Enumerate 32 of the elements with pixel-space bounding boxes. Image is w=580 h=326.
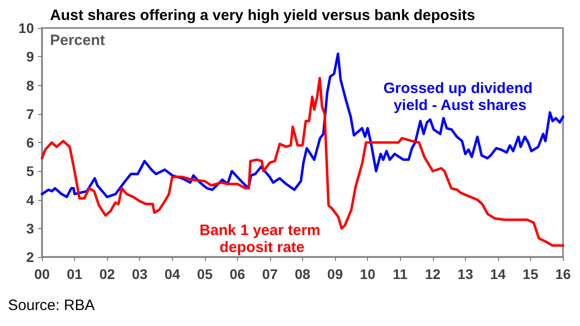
- x-tick-label: 10: [360, 266, 376, 282]
- chart-title: Aust shares offering a very high yield versus bank deposits: [50, 7, 476, 24]
- y-tick-label: 7: [26, 106, 34, 122]
- x-tick-label: 15: [522, 266, 538, 282]
- x-tick-label: 11: [392, 266, 408, 282]
- y-tick-label: 5: [26, 163, 34, 180]
- x-tick-label: 09: [327, 266, 344, 282]
- series-label: Grossed up dividend yield - Aust shares: [383, 80, 537, 114]
- x-tick-label: 02: [99, 266, 116, 282]
- source-note: Source: RBA: [8, 297, 95, 314]
- y-tick-label: 6: [26, 134, 34, 150]
- y-tick-label: 10: [18, 20, 34, 36]
- y-tick-label: 8: [26, 77, 34, 94]
- y-tick-label: 2: [26, 249, 34, 265]
- line-series: [40, 52, 564, 198]
- x-tick-label: 12: [424, 266, 441, 282]
- x-tick-label: 06: [230, 266, 246, 282]
- x-tick-label: 07: [262, 266, 278, 282]
- x-tick-label: 03: [132, 266, 148, 282]
- y-tick-label: 4: [26, 192, 34, 208]
- x-tick-label: 00: [34, 266, 50, 282]
- y-tick-label: 3: [26, 220, 34, 236]
- x-tick-label: 04: [164, 266, 180, 282]
- x-tick-label: 16: [555, 266, 571, 282]
- x-tick-label: 14: [490, 266, 506, 282]
- y-axis-title: Percent: [50, 32, 106, 49]
- y-tick-label: 9: [26, 48, 34, 65]
- series-label: Bank 1 year term deposit rate: [199, 222, 325, 256]
- x-tick-label: 08: [294, 266, 310, 282]
- x-tick-label: 01: [66, 266, 83, 282]
- x-tick-label: 13: [458, 266, 474, 282]
- x-tick-label: 05: [197, 266, 213, 282]
